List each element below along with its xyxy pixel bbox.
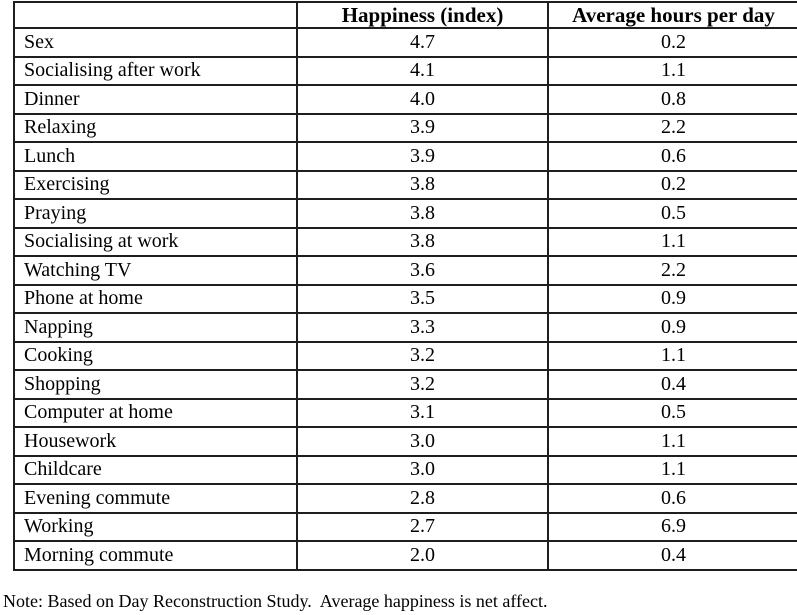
happiness-cell: 3.8 xyxy=(296,169,549,200)
table-row: Childcare 3.0 1.1 xyxy=(13,454,797,485)
happiness-cell: 3.2 xyxy=(296,369,549,400)
happiness-cell: 3.1 xyxy=(296,397,549,428)
happiness-cell: 4.7 xyxy=(296,27,549,58)
activity-cell: Socialising at work xyxy=(13,226,298,257)
happiness-cell: 3.2 xyxy=(296,340,549,371)
table-body: Sex 4.7 0.2 Socialising after work 4.1 1… xyxy=(13,27,797,571)
table-row: Evening commute 2.8 0.6 xyxy=(13,483,797,514)
happiness-cell: 3.8 xyxy=(296,226,549,257)
table-footnote: Note: Based on Day Reconstruction Study.… xyxy=(3,591,548,611)
hours-cell: 0.5 xyxy=(547,397,797,428)
happiness-cell: 3.6 xyxy=(296,255,549,286)
hours-cell: 0.9 xyxy=(547,312,797,343)
table-row: Praying 3.8 0.5 xyxy=(13,198,797,229)
activity-cell: Watching TV xyxy=(13,255,298,286)
hours-cell: 1.1 xyxy=(547,226,797,257)
hours-cell: 0.6 xyxy=(547,141,797,172)
table-row: Housework 3.0 1.1 xyxy=(13,426,797,457)
activity-cell: Sex xyxy=(13,27,298,58)
column-header-hours: Average hours per day xyxy=(547,1,797,29)
table-row: Napping 3.3 0.9 xyxy=(13,312,797,343)
table-row: Socialising after work 4.1 1.1 xyxy=(13,55,797,86)
activity-cell: Socialising after work xyxy=(13,55,298,86)
hours-cell: 1.1 xyxy=(547,55,797,86)
hours-cell: 1.1 xyxy=(547,426,797,457)
activity-cell: Cooking xyxy=(13,340,298,371)
activity-cell: Dinner xyxy=(13,84,298,115)
activities-happiness-table: Happiness (index) Average hours per day … xyxy=(13,1,797,571)
activity-cell: Phone at home xyxy=(13,283,298,314)
hours-cell: 0.5 xyxy=(547,198,797,229)
hours-cell: 0.2 xyxy=(547,27,797,58)
hours-cell: 6.9 xyxy=(547,511,797,542)
happiness-cell: 3.3 xyxy=(296,312,549,343)
hours-cell: 0.8 xyxy=(547,84,797,115)
activity-cell: Evening commute xyxy=(13,483,298,514)
table-row: Shopping 3.2 0.4 xyxy=(13,369,797,400)
hours-cell: 0.9 xyxy=(547,283,797,314)
table-row: Socialising at work 3.8 1.1 xyxy=(13,226,797,257)
hours-cell: 2.2 xyxy=(547,112,797,143)
activity-cell: Napping xyxy=(13,312,298,343)
activity-cell: Childcare xyxy=(13,454,298,485)
happiness-cell: 2.7 xyxy=(296,511,549,542)
activity-cell: Shopping xyxy=(13,369,298,400)
happiness-cell: 3.0 xyxy=(296,426,549,457)
table-row: Exercising 3.8 0.2 xyxy=(13,169,797,200)
hours-cell: 0.6 xyxy=(547,483,797,514)
happiness-cell: 3.8 xyxy=(296,198,549,229)
happiness-cell: 2.0 xyxy=(296,540,549,571)
activity-cell: Morning commute xyxy=(13,540,298,571)
table-row: Watching TV 3.6 2.2 xyxy=(13,255,797,286)
column-header-activity xyxy=(13,1,298,29)
table-row: Sex 4.7 0.2 xyxy=(13,27,797,58)
activity-cell: Praying xyxy=(13,198,298,229)
hours-cell: 0.4 xyxy=(547,540,797,571)
activity-cell: Exercising xyxy=(13,169,298,200)
hours-cell: 0.2 xyxy=(547,169,797,200)
table-row: Cooking 3.2 1.1 xyxy=(13,340,797,371)
happiness-cell: 3.5 xyxy=(296,283,549,314)
happiness-cell: 3.9 xyxy=(296,141,549,172)
happiness-cell: 4.0 xyxy=(296,84,549,115)
hours-cell: 0.4 xyxy=(547,369,797,400)
activity-cell: Working xyxy=(13,511,298,542)
table-row: Relaxing 3.9 2.2 xyxy=(13,112,797,143)
activity-cell: Housework xyxy=(13,426,298,457)
header-row: Happiness (index) Average hours per day xyxy=(13,1,797,29)
column-header-happiness: Happiness (index) xyxy=(296,1,549,29)
happiness-cell: 3.9 xyxy=(296,112,549,143)
activity-cell: Relaxing xyxy=(13,112,298,143)
table-row: Working 2.7 6.9 xyxy=(13,511,797,542)
table-row: Phone at home 3.5 0.9 xyxy=(13,283,797,314)
table-row: Dinner 4.0 0.8 xyxy=(13,84,797,115)
table-row: Lunch 3.9 0.6 xyxy=(13,141,797,172)
activity-cell: Lunch xyxy=(13,141,298,172)
table-row: Computer at home 3.1 0.5 xyxy=(13,397,797,428)
table-header: Happiness (index) Average hours per day xyxy=(13,1,797,29)
activity-cell: Computer at home xyxy=(13,397,298,428)
happiness-cell: 4.1 xyxy=(296,55,549,86)
hours-cell: 1.1 xyxy=(547,340,797,371)
hours-cell: 2.2 xyxy=(547,255,797,286)
hours-cell: 1.1 xyxy=(547,454,797,485)
happiness-cell: 2.8 xyxy=(296,483,549,514)
table-row: Morning commute 2.0 0.4 xyxy=(13,540,797,571)
happiness-cell: 3.0 xyxy=(296,454,549,485)
